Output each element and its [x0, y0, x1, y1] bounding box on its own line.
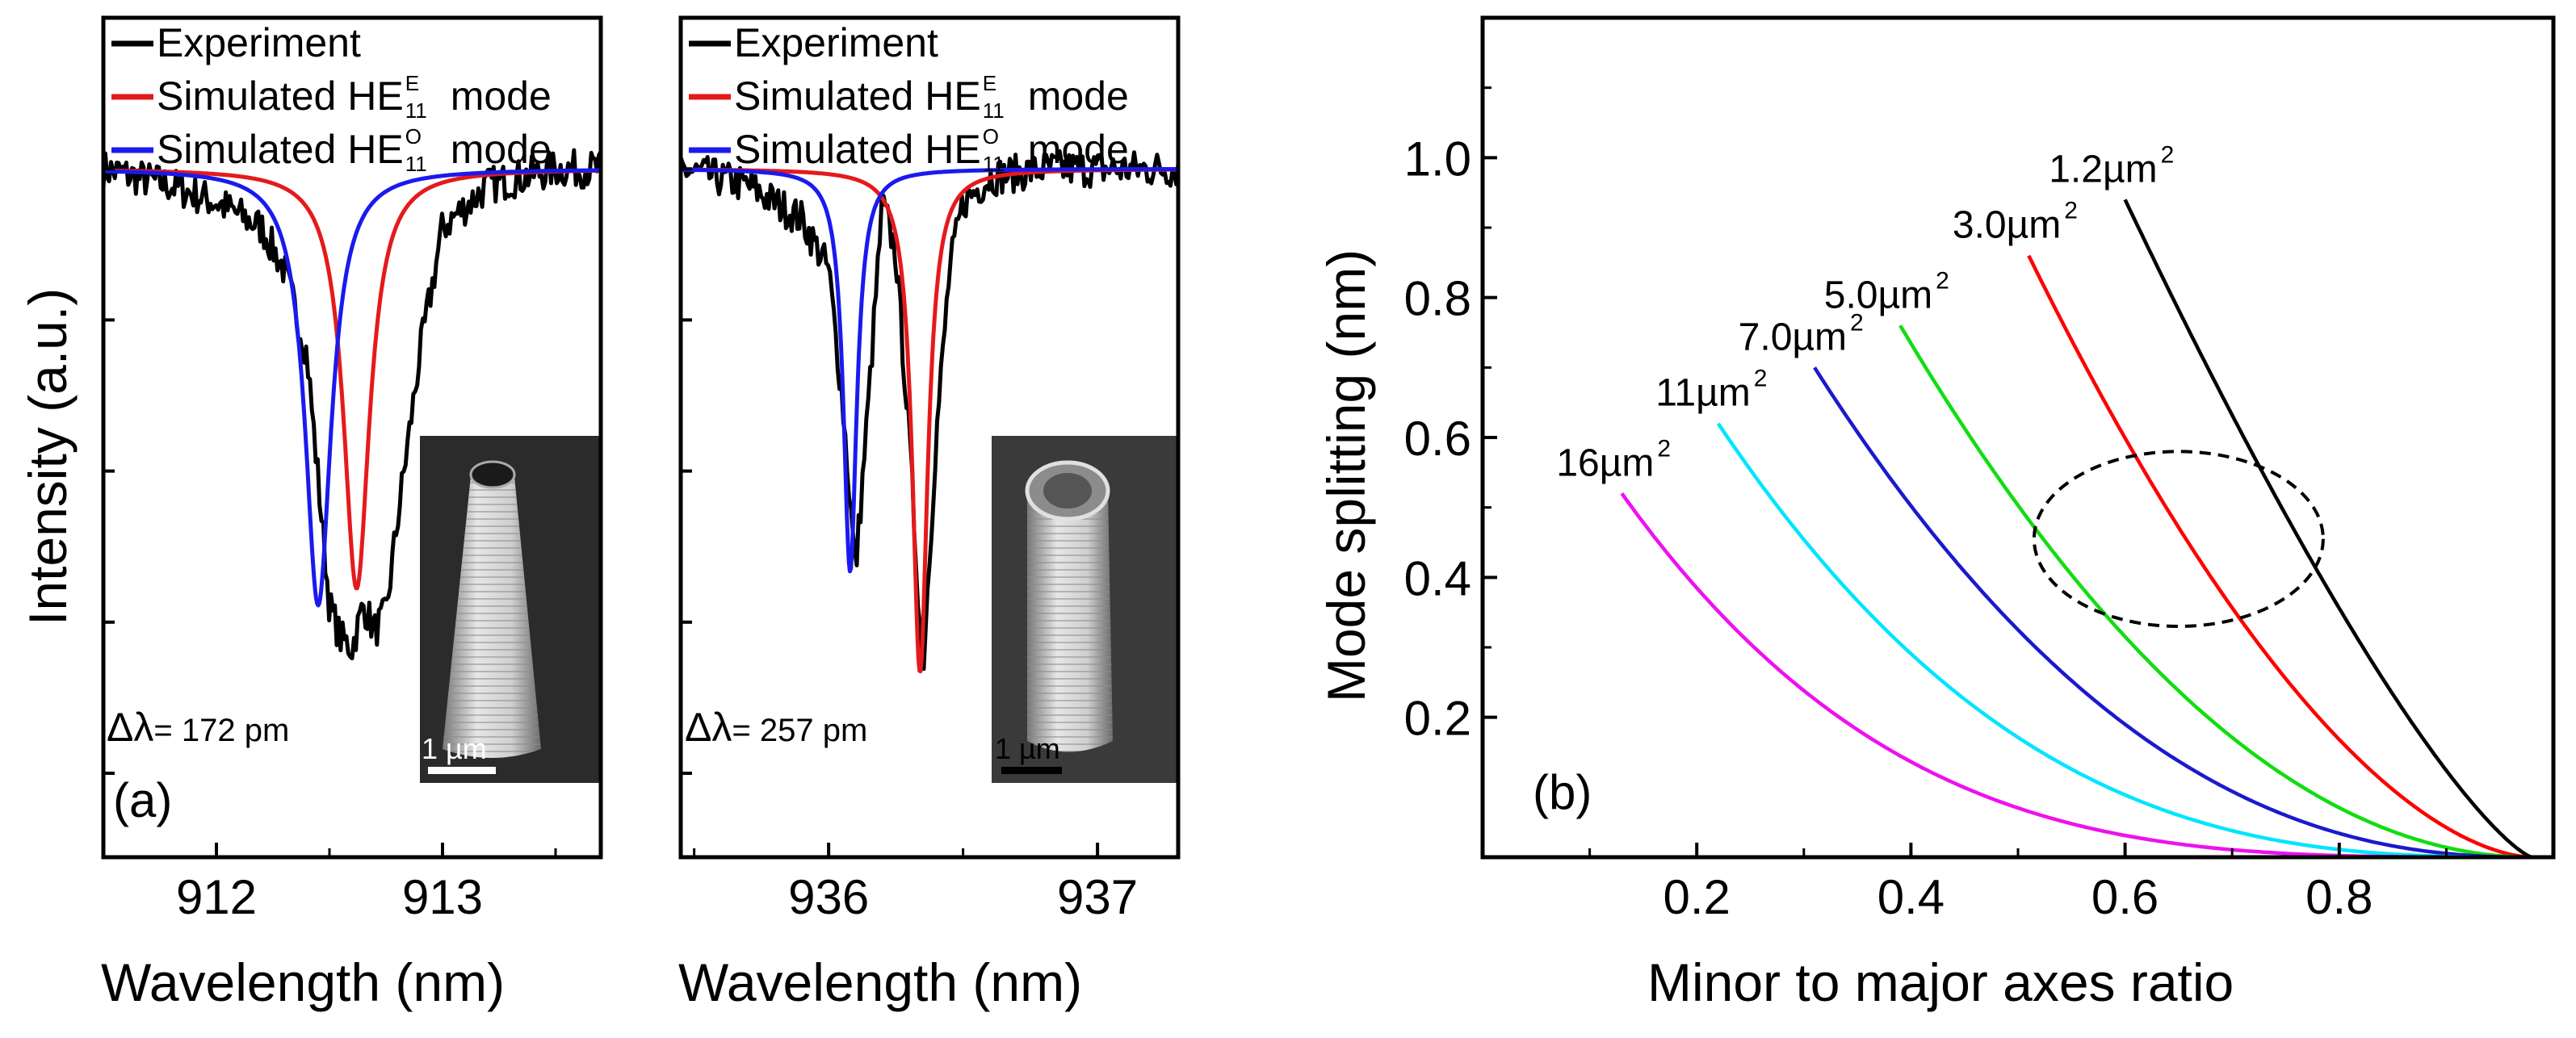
area-curve-2: [1898, 324, 2532, 857]
panel-b: 0.2 0.4 0.6 0.80.20.40.60.81.0 1.2µm 23.0µm 2…: [1316, 15, 2556, 1012]
legend-label: Simulated HE: [734, 73, 981, 119]
y-tick-label: 0.4: [1404, 551, 1471, 605]
legend-superscript: O: [983, 124, 999, 149]
series-line-1-2: [681, 167, 1178, 574]
curve-label-exponent: 2: [2161, 141, 2175, 168]
x-tick-label: 0.4: [1877, 870, 1945, 924]
legend-suffix: mode: [1028, 127, 1129, 172]
ylabel-b: Mode splitting (nm): [1316, 249, 1376, 702]
axes-frame-left: [101, 15, 603, 860]
sem-inset-right: 1 µm: [992, 436, 1178, 783]
panel-label-a: (a): [113, 773, 172, 827]
series-line-1-0: [681, 149, 1178, 672]
x-tick-label: 0.6: [2091, 870, 2159, 924]
legend-label: Experiment: [157, 20, 361, 65]
curve-label: 1.2µm: [2049, 148, 2157, 190]
delta-lambda-left: Δλ= 172 pm: [107, 705, 289, 750]
legend-subscript: 11: [983, 98, 1005, 123]
curve-label: 5.0µm: [1824, 274, 1932, 316]
legend-suffix: mode: [1028, 73, 1129, 119]
area-curve-1: [2027, 254, 2532, 857]
scalebar-label-right: 1 µm: [995, 732, 1060, 765]
area-curve-0: [2123, 199, 2533, 857]
area-curve-4: [1716, 422, 2532, 857]
curve-label-exponent: 2: [2064, 198, 2078, 224]
legend-superscript: O: [405, 124, 422, 149]
highlight-ellipse: [2032, 450, 2325, 629]
x-tick-label: 937: [1057, 870, 1138, 924]
curve-label-exponent: 2: [1657, 435, 1671, 462]
y-tick-label: 0.8: [1404, 272, 1471, 326]
legend-suffix: mode: [451, 127, 552, 172]
legend-superscript: E: [405, 71, 419, 95]
legend-suffix: mode: [451, 73, 552, 119]
y-tick-label: 0.6: [1404, 412, 1471, 466]
axes-frame-right: [678, 15, 1181, 860]
legend-label: Simulated HE: [157, 73, 404, 119]
curve-label: 11µm: [1655, 372, 1750, 415]
curve-label-exponent: 2: [1754, 366, 1768, 392]
xlabel-b: Minor to major axes ratio: [1647, 952, 2234, 1012]
series-line-0-0: [103, 148, 601, 661]
x-tick-label: 0.2: [1663, 870, 1730, 924]
xlabel-right: Wavelength (nm): [678, 952, 1082, 1012]
curve-label-exponent: 2: [1936, 267, 1949, 294]
curve-label-exponent: 2: [1850, 309, 1864, 336]
series-line-0-2: [103, 168, 601, 608]
legend-subscript: 11: [405, 98, 427, 123]
legend-subscript: 11: [983, 152, 1005, 176]
legend-label: Experiment: [734, 20, 938, 65]
legend-label: Simulated HE: [157, 127, 404, 172]
y-tick-label: 0.2: [1404, 692, 1471, 746]
x-tick-label: 936: [788, 870, 869, 924]
scalebar-right: [1001, 767, 1062, 774]
area-curve-5: [1620, 492, 2532, 857]
scalebar-left: [428, 767, 496, 774]
curve-label: 7.0µm: [1739, 316, 1847, 358]
x-tick-label: 912: [176, 870, 257, 924]
delta-lambda-right: Δλ= 257 pm: [685, 705, 867, 750]
axes-frame-b: [1480, 15, 2556, 860]
xlabel-left: Wavelength (nm): [101, 952, 505, 1012]
scalebar-label-left: 1 µm: [422, 732, 487, 765]
y-tick-label: 1.0: [1404, 132, 1471, 186]
curve-label: 16µm: [1556, 442, 1654, 484]
x-tick-label: 913: [402, 870, 483, 924]
legend-subscript: 11: [405, 152, 427, 176]
x-tick-label: 0.8: [2305, 870, 2373, 924]
panel-label-b: (b): [1533, 765, 1592, 819]
legend-superscript: E: [983, 71, 996, 95]
sem-inset-left: 1 µm: [420, 436, 601, 783]
ylabel-left: Intensity (a.u.): [18, 288, 78, 626]
legend-label: Simulated HE: [734, 127, 981, 172]
curve-label: 3.0µm: [1953, 204, 2061, 247]
area-curve-3: [1813, 366, 2532, 857]
